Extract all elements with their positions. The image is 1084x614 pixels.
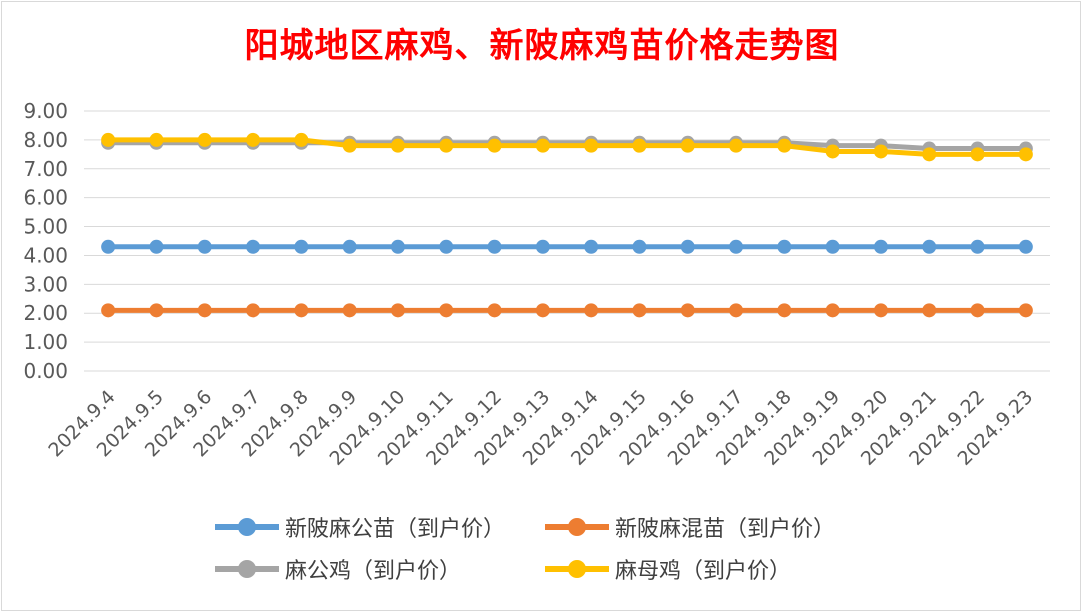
y-tick-label: 5.00 <box>23 215 68 239</box>
y-tick-label: 2.00 <box>23 301 68 325</box>
data-point <box>1018 303 1033 318</box>
data-point <box>729 303 744 318</box>
data-point <box>535 303 550 318</box>
data-point <box>922 239 937 254</box>
data-point <box>294 132 309 147</box>
data-point <box>777 138 792 153</box>
data-point <box>777 303 792 318</box>
data-point <box>873 239 888 254</box>
y-tick-label: 0.00 <box>23 359 68 383</box>
data-point <box>922 303 937 318</box>
data-point <box>246 239 261 254</box>
data-point <box>777 239 792 254</box>
data-point <box>149 132 164 147</box>
data-point <box>632 138 647 153</box>
data-point <box>439 239 454 254</box>
y-tick-label: 3.00 <box>23 272 68 296</box>
data-point <box>342 239 357 254</box>
data-point <box>1018 239 1033 254</box>
data-point <box>1018 147 1033 162</box>
data-point <box>680 239 695 254</box>
legend-swatch <box>215 517 279 537</box>
data-point <box>680 138 695 153</box>
legend-item-s2: 麻公鸡（到户价） <box>215 554 545 584</box>
y-tick-label: 6.00 <box>23 186 68 210</box>
data-point <box>149 239 164 254</box>
data-point <box>970 303 985 318</box>
legend-label: 新陂麻混苗（到户价） <box>615 517 836 542</box>
data-point <box>197 132 212 147</box>
y-tick-label: 4.00 <box>23 243 68 267</box>
data-point <box>922 147 937 162</box>
data-point <box>487 239 502 254</box>
y-tick-label: 1.00 <box>23 330 68 354</box>
legend-item-s0: 新陂麻公苗（到户价） <box>215 512 545 542</box>
data-point <box>970 147 985 162</box>
legend-label: 新陂麻公苗（到户价） <box>285 517 506 542</box>
legend-item-s1: 新陂麻混苗（到户价） <box>545 512 875 542</box>
chart-legend: 新陂麻公苗（到户价） 新陂麻混苗（到户价） 麻公鸡（到户价） 麻母鸡（到户价） <box>215 512 895 584</box>
data-point <box>584 138 599 153</box>
data-point <box>101 239 116 254</box>
data-point <box>342 138 357 153</box>
data-point <box>390 138 405 153</box>
data-point <box>246 303 261 318</box>
data-point <box>680 303 695 318</box>
y-tick-label: 9.00 <box>23 99 68 123</box>
data-point <box>487 138 502 153</box>
y-tick-label: 7.00 <box>23 157 68 181</box>
data-point <box>246 132 261 147</box>
data-point <box>825 303 840 318</box>
data-point <box>390 303 405 318</box>
data-point <box>873 144 888 159</box>
legend-label: 麻母鸡（到户价） <box>615 559 792 584</box>
data-point <box>632 303 647 318</box>
legend-swatch <box>545 517 609 537</box>
data-point <box>873 303 888 318</box>
y-tick-label: 8.00 <box>23 128 68 152</box>
legend-item-s3: 麻母鸡（到户价） <box>545 554 875 584</box>
legend-swatch <box>545 559 609 579</box>
data-point <box>584 239 599 254</box>
series-line-2 <box>105 140 1029 152</box>
data-point <box>487 303 502 318</box>
data-point <box>390 239 405 254</box>
data-point <box>101 132 116 147</box>
data-point <box>439 138 454 153</box>
data-point <box>825 144 840 159</box>
data-point <box>970 239 985 254</box>
data-point <box>729 239 744 254</box>
data-point <box>342 303 357 318</box>
data-point <box>294 303 309 318</box>
data-point <box>149 303 164 318</box>
data-point <box>535 239 550 254</box>
data-point <box>197 303 212 318</box>
data-point <box>197 239 212 254</box>
data-point <box>584 303 599 318</box>
legend-swatch <box>215 559 279 579</box>
chart-title: 阳城地区麻鸡、新陂麻鸡苗价格走势图 <box>244 26 840 66</box>
data-point <box>825 239 840 254</box>
data-point <box>101 303 116 318</box>
data-point <box>439 303 454 318</box>
data-point <box>729 138 744 153</box>
data-point <box>535 138 550 153</box>
data-point <box>632 239 647 254</box>
data-point <box>294 239 309 254</box>
legend-label: 麻公鸡（到户价） <box>285 559 462 584</box>
series-line-3 <box>105 137 1029 157</box>
